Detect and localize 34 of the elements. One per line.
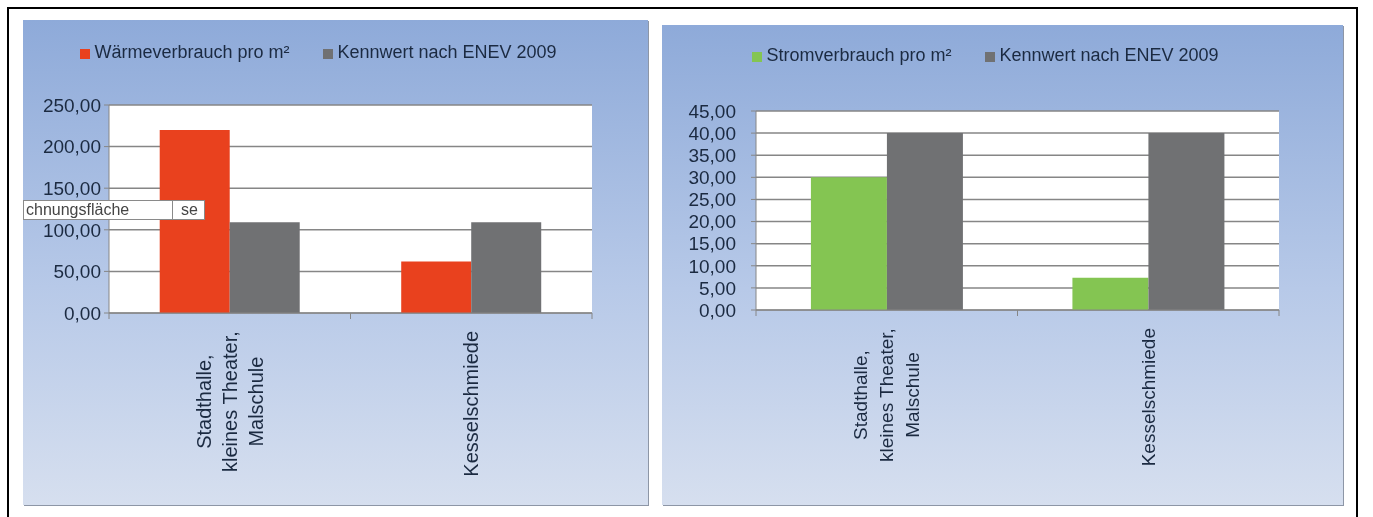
annotation: chnungsfläche xyxy=(26,201,130,219)
y-tick-label: 0,00 xyxy=(699,299,736,321)
x-tick-label: Stadthalle, kleines Theater, Malschule xyxy=(850,328,924,462)
bar xyxy=(159,129,230,313)
y-tick-label: 100,00 xyxy=(42,219,101,241)
x-tick-label: Stadthalle, kleines Theater, Malschule xyxy=(192,331,267,473)
y-tick-label: 200,00 xyxy=(42,136,101,158)
y-tick-label: 50,00 xyxy=(53,261,101,283)
x-tick-label: Kesselschmiede xyxy=(1137,328,1159,467)
y-tick-label: 20,00 xyxy=(688,211,736,233)
legend-label: Kennwert nach ENEV 2009 xyxy=(337,42,557,62)
bar xyxy=(1148,133,1225,310)
legend-label: Kennwert nach ENEV 2009 xyxy=(999,45,1219,65)
bar xyxy=(471,222,542,313)
y-tick-label: 5,00 xyxy=(699,277,736,299)
y-tick-label: 35,00 xyxy=(688,144,736,166)
bar xyxy=(229,222,300,313)
annotation: se xyxy=(181,201,198,219)
y-tick-label: 40,00 xyxy=(688,122,736,144)
y-tick-label: 25,00 xyxy=(688,189,736,211)
y-tick-label: 250,00 xyxy=(42,94,101,116)
y-tick-label: 15,00 xyxy=(688,233,736,255)
legend-label: Wärmeverbrauch pro m² xyxy=(94,42,290,62)
legend-label: Stromverbrauch pro m² xyxy=(766,45,952,65)
y-tick-label: 150,00 xyxy=(42,177,101,199)
bar xyxy=(401,261,472,313)
y-tick-label: 10,00 xyxy=(688,255,736,277)
y-tick-label: 0,00 xyxy=(64,302,101,324)
x-tick-label: Kesselschmiede xyxy=(460,331,483,477)
bar xyxy=(886,133,963,310)
y-tick-label: 30,00 xyxy=(688,167,736,189)
bar xyxy=(1072,277,1149,310)
bar xyxy=(810,177,887,310)
y-tick-label: 45,00 xyxy=(688,100,736,122)
